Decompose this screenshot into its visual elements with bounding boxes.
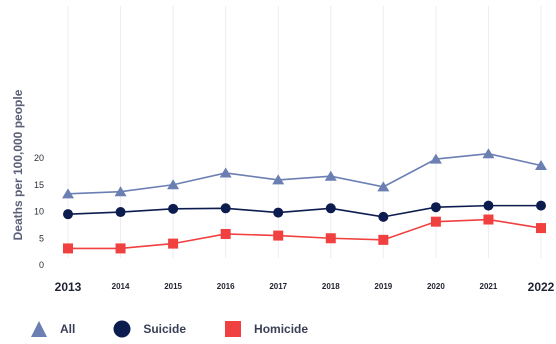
data-point [114,186,127,197]
series-all [62,148,547,199]
grid-lines [67,6,542,258]
triangle-marker-icon [31,321,47,337]
data-point [115,243,126,254]
data-point [168,203,179,214]
data-point [220,203,231,214]
data-point [115,207,126,218]
series-line [67,204,541,218]
legend: All Suicide Homicide [30,320,346,338]
data-point [378,234,389,245]
series-homicide [63,214,546,254]
series-line [67,152,542,195]
x-tick-label: 2016 [217,282,235,291]
legend-item-homicide: Homicide [224,320,308,338]
data-point [430,216,441,227]
legend-item-all: All [30,320,75,338]
data-point [63,209,73,220]
x-tick-label: 2018 [322,282,340,291]
series-line [68,218,542,250]
series-suicide [63,200,546,222]
y-tick-label: 0 [39,260,44,270]
x-axis-ticks: 2013 2014 2015 2016 2017 2018 2019 2020 2021 2022 [55,280,555,294]
legend-label-homicide: Homicide [254,322,309,336]
data-point [167,179,180,190]
data-point [325,233,336,244]
legend-label-all: All [60,322,76,336]
data-point [168,238,179,249]
x-tick-label: 2019 [374,282,392,291]
legend-label-suicide: Suicide [143,322,187,336]
data-point [272,174,285,185]
data-point [536,223,546,234]
data-point [430,202,441,213]
x-tick-label: 2021 [480,282,498,291]
data-point [429,153,442,164]
series-layer [62,148,547,254]
data-point [273,230,284,241]
y-tick-label: 15 [34,180,44,190]
data-point [220,228,231,239]
data-point [273,207,284,218]
y-axis-ticks: 0 5 10 15 20 [34,153,44,270]
data-point [63,243,73,254]
x-tick-label: 2013 [55,280,82,294]
x-tick-label: 2020 [427,282,445,291]
data-point [219,167,232,178]
y-tick-label: 5 [39,233,44,243]
x-tick-label: 2022 [528,280,555,294]
data-point [482,148,495,159]
y-tick-label: 10 [34,207,44,217]
square-marker-icon [225,321,242,337]
data-point [62,188,74,199]
data-point [325,203,336,214]
data-point [483,200,494,211]
data-point [378,211,389,222]
line-chart: 0 5 10 15 20 2013 2014 2015 2016 2017 2018 2019 202… [11,6,555,294]
x-tick-label: 2017 [269,282,287,291]
data-point [535,159,547,170]
data-point [536,200,546,211]
circle-marker-icon [113,320,131,338]
data-point [483,214,494,225]
legend-item-suicide: Suicide [113,320,186,338]
y-tick-label: 20 [34,153,44,163]
x-tick-label: 2015 [164,282,182,291]
y-axis-label: Deaths per 100,000 people [11,89,25,240]
data-point [324,170,337,181]
x-tick-label: 2014 [112,282,130,291]
data-point [377,181,390,192]
